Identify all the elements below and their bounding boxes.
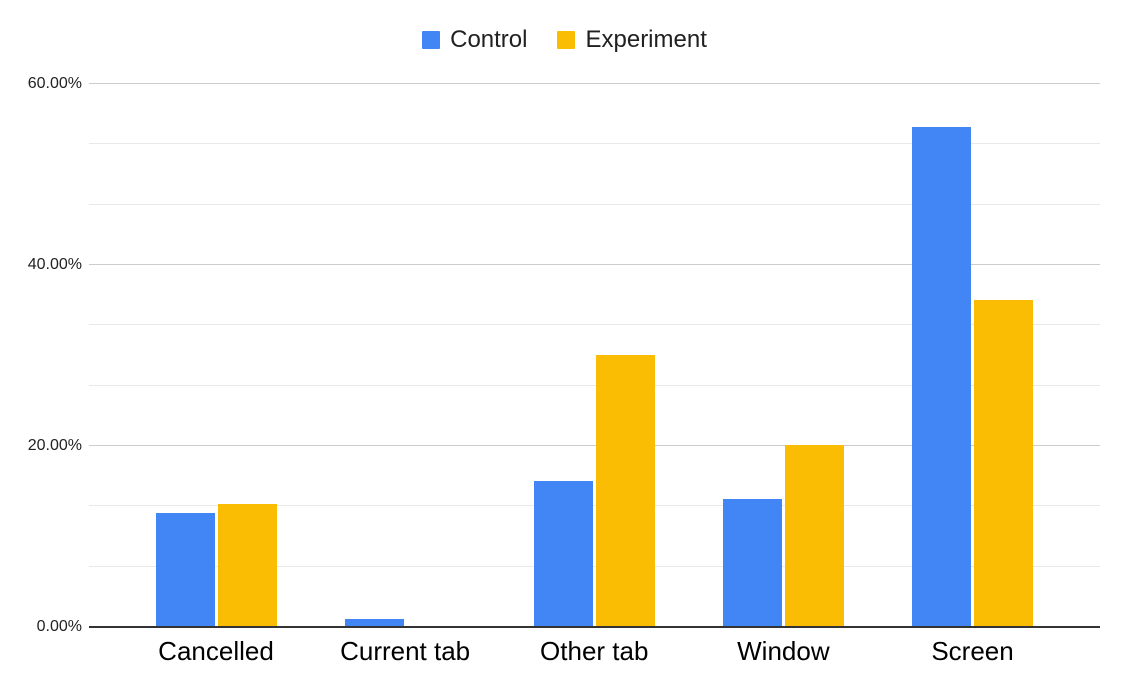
- major-gridline: [89, 445, 1100, 446]
- minor-gridline: [89, 143, 1100, 145]
- x-axis-label-screen: Screen: [931, 636, 1014, 666]
- legend-label: Control: [450, 26, 528, 53]
- x-axis-label-other-tab: Other tab: [540, 636, 649, 666]
- x-axis-label-cancelled: Cancelled: [158, 636, 274, 666]
- plot-area: [89, 83, 1100, 628]
- y-axis-label: 0.00%: [36, 618, 82, 635]
- chart-legend: Control Experiment: [0, 26, 1129, 54]
- major-gridline: [89, 264, 1100, 265]
- x-axis-label-window: Window: [737, 636, 830, 666]
- legend-swatch-control-icon: [422, 31, 441, 49]
- legend-item-control: Control: [422, 26, 527, 54]
- x-axis-label-current-tab: Current tab: [340, 636, 471, 666]
- bar-control-cancelled: [155, 512, 215, 626]
- minor-gridline: [89, 324, 1100, 326]
- major-gridline: [89, 83, 1100, 84]
- bar-control-window: [722, 499, 782, 626]
- bar-experiment-window: [784, 445, 844, 626]
- legend-item-experiment: Experiment: [557, 26, 707, 54]
- minor-gridline: [89, 505, 1100, 507]
- legend-label: Experiment: [585, 26, 707, 53]
- y-axis-label: 60.00%: [27, 75, 82, 92]
- minor-gridline: [89, 565, 1100, 567]
- bar-control-screen: [912, 127, 972, 626]
- bar-experiment-other-tab: [595, 354, 655, 626]
- legend-swatch-experiment-icon: [557, 31, 576, 49]
- y-axis-label: 40.00%: [27, 256, 82, 273]
- minor-gridline: [89, 203, 1100, 205]
- y-axis-label: 20.00%: [27, 437, 82, 454]
- bar-experiment-screen: [974, 300, 1034, 626]
- bar-control-other-tab: [533, 481, 593, 626]
- minor-gridline: [89, 384, 1100, 386]
- bar-experiment-cancelled: [217, 503, 277, 626]
- bar-control-current-tab: [344, 618, 404, 626]
